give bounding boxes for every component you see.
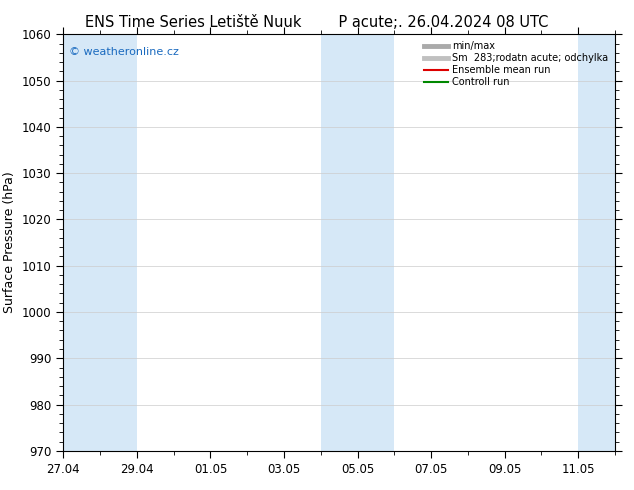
Text: © weatheronline.cz: © weatheronline.cz <box>69 47 179 57</box>
Legend: min/max, Sm  283;rodatn acute; odchylka, Ensemble mean run, Controll run: min/max, Sm 283;rodatn acute; odchylka, … <box>422 39 610 89</box>
Bar <box>63 34 137 451</box>
Bar <box>321 34 394 451</box>
Bar <box>578 34 615 451</box>
Text: ENS Time Series Letiště Nuuk        P acute;. 26.04.2024 08 UTC: ENS Time Series Letiště Nuuk P acute;. 2… <box>86 15 548 30</box>
Y-axis label: Surface Pressure (hPa): Surface Pressure (hPa) <box>3 172 16 314</box>
